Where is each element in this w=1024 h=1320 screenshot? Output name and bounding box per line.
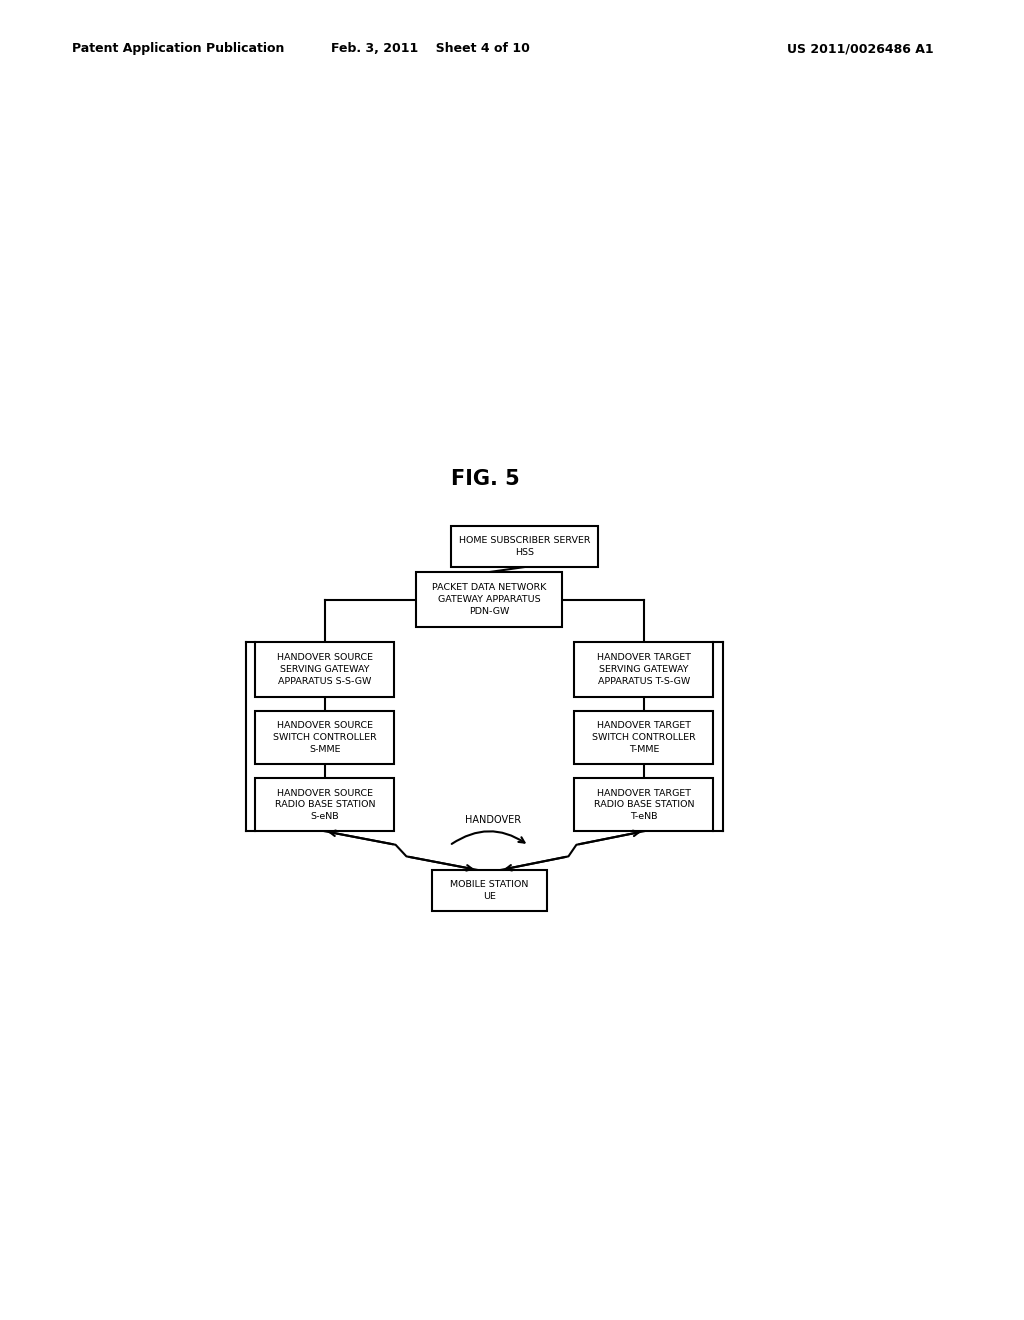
Text: HANDOVER TARGET
RADIO BASE STATION
T-eNB: HANDOVER TARGET RADIO BASE STATION T-eNB <box>594 788 694 821</box>
FancyBboxPatch shape <box>255 779 394 832</box>
Text: HOME SUBSCRIBER SERVER
HSS: HOME SUBSCRIBER SERVER HSS <box>459 536 591 557</box>
Text: Feb. 3, 2011    Sheet 4 of 10: Feb. 3, 2011 Sheet 4 of 10 <box>331 42 529 55</box>
FancyBboxPatch shape <box>574 711 714 764</box>
FancyBboxPatch shape <box>431 870 547 911</box>
FancyBboxPatch shape <box>452 527 598 568</box>
FancyBboxPatch shape <box>574 779 714 832</box>
FancyBboxPatch shape <box>255 711 394 764</box>
Text: PACKET DATA NETWORK
GATEWAY APPARATUS
PDN-GW: PACKET DATA NETWORK GATEWAY APPARATUS PD… <box>432 583 546 616</box>
Text: HANDOVER SOURCE
RADIO BASE STATION
S-eNB: HANDOVER SOURCE RADIO BASE STATION S-eNB <box>274 788 375 821</box>
Text: HANDOVER: HANDOVER <box>465 814 521 825</box>
FancyBboxPatch shape <box>416 572 562 627</box>
FancyBboxPatch shape <box>255 643 394 697</box>
Text: HANDOVER SOURCE
SERVING GATEWAY
APPARATUS S-S-GW: HANDOVER SOURCE SERVING GATEWAY APPARATU… <box>276 653 373 686</box>
FancyBboxPatch shape <box>574 643 714 697</box>
Text: HANDOVER TARGET
SERVING GATEWAY
APPARATUS T-S-GW: HANDOVER TARGET SERVING GATEWAY APPARATU… <box>597 653 691 686</box>
Text: US 2011/0026486 A1: US 2011/0026486 A1 <box>786 42 934 55</box>
Text: HANDOVER SOURCE
SWITCH CONTROLLER
S-MME: HANDOVER SOURCE SWITCH CONTROLLER S-MME <box>273 722 377 754</box>
Text: MOBILE STATION
UE: MOBILE STATION UE <box>450 880 528 900</box>
Text: FIG. 5: FIG. 5 <box>451 469 519 488</box>
Text: HANDOVER TARGET
SWITCH CONTROLLER
T-MME: HANDOVER TARGET SWITCH CONTROLLER T-MME <box>592 722 695 754</box>
Text: Patent Application Publication: Patent Application Publication <box>72 42 284 55</box>
